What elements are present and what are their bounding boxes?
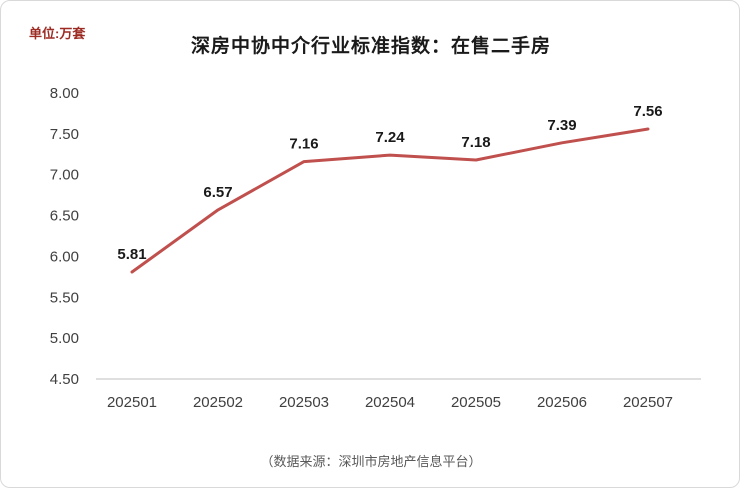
data-labels: 5.81 6.57 7.16 7.24 7.18 7.39 7.56	[117, 103, 662, 263]
svg-text:7.24: 7.24	[375, 129, 405, 146]
svg-text:5.00: 5.00	[50, 330, 79, 347]
svg-text:7.18: 7.18	[461, 134, 490, 151]
svg-text:7.56: 7.56	[633, 103, 662, 120]
svg-text:202507: 202507	[623, 394, 673, 411]
svg-text:202506: 202506	[537, 394, 587, 411]
svg-text:7.39: 7.39	[547, 117, 576, 134]
svg-text:202503: 202503	[279, 394, 329, 411]
unit-label: 单位:万套	[29, 26, 86, 41]
data-series-line	[130, 127, 650, 274]
svg-text:8.00: 8.00	[50, 85, 79, 102]
svg-text:202501: 202501	[107, 394, 157, 411]
y-axis-labels: 4.50 5.00 5.50 6.00 6.50 7.00 7.50 8.00	[50, 85, 79, 388]
svg-text:5.50: 5.50	[50, 289, 79, 306]
chart-title: 深房中协中介行业标准指数：在售二手房	[190, 36, 551, 57]
svg-text:4.50: 4.50	[50, 371, 79, 388]
data-source-note: （数据来源：深圳市房地产信息平台）	[260, 454, 482, 469]
svg-text:7.50: 7.50	[50, 126, 79, 143]
svg-text:202502: 202502	[193, 394, 243, 411]
x-axis-labels: 202501 202502 202503 202504 202505 202506 2025…	[107, 394, 673, 411]
svg-text:7.16: 7.16	[289, 136, 318, 153]
svg-text:6.00: 6.00	[50, 248, 79, 265]
svg-text:202505: 202505	[451, 394, 501, 411]
svg-text:202504: 202504	[365, 394, 415, 411]
svg-text:6.57: 6.57	[203, 184, 232, 201]
svg-text:7.00: 7.00	[50, 167, 79, 184]
svg-text:5.81: 5.81	[117, 246, 146, 263]
svg-text:6.50: 6.50	[50, 208, 79, 225]
